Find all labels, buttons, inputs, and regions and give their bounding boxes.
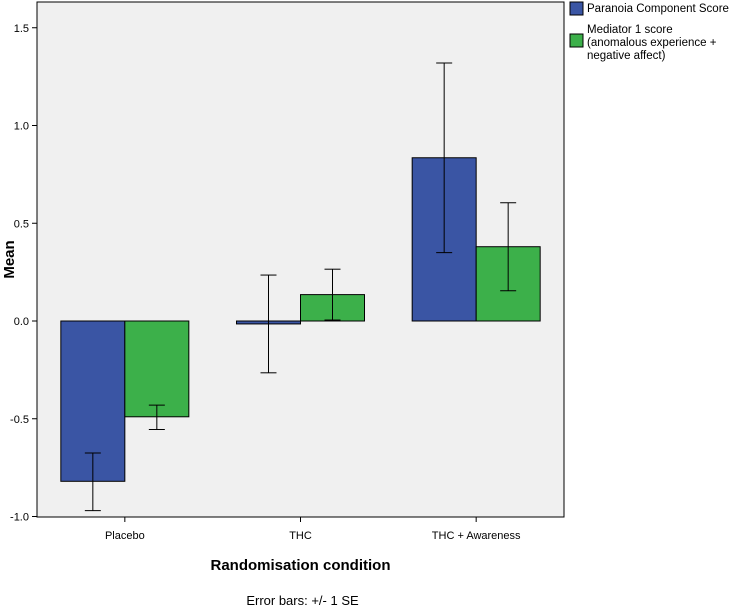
x-axis: Placebo THC THC + Awareness <box>105 517 521 542</box>
legend-label: (anomalous experience + <box>587 37 717 49</box>
legend: Paranoia Component Score Mediator 1 score… <box>569 1 729 62</box>
y-tick-label: 0.0 <box>14 316 29 328</box>
legend-swatch <box>569 1 584 16</box>
error-bar <box>324 268 341 321</box>
y-tick-label: 1.0 <box>14 121 29 133</box>
legend-label: Mediator 1 score <box>587 24 673 36</box>
y-tick-label: 0.5 <box>14 218 29 230</box>
legend-swatch <box>569 33 584 48</box>
error-bar <box>148 404 165 431</box>
error-bar <box>436 62 453 254</box>
y-axis: 1.5 1.0 0.5 0.0 -0.5 -1.0 <box>10 23 37 524</box>
x-tick-label: THC <box>289 530 312 542</box>
error-bar <box>500 202 517 292</box>
legend-label: Paranoia Component Score <box>587 3 729 15</box>
legend-label: negative affect) <box>587 50 666 62</box>
x-tick-label: THC + Awareness <box>432 530 521 542</box>
y-tick-label: -1.0 <box>10 512 29 524</box>
y-tick-label: 1.5 <box>14 23 29 35</box>
error-bar <box>84 452 101 512</box>
legend-item: Paranoia Component Score <box>569 1 729 16</box>
y-axis-label: Mean <box>1 240 18 278</box>
x-axis-label: Randomisation condition <box>211 557 391 574</box>
error-bars-note: Error bars: +/- 1 SE <box>246 593 359 608</box>
x-tick-label: Placebo <box>105 530 145 542</box>
bar-mediator-0 <box>124 320 190 418</box>
legend-item: Mediator 1 score(anomalous experience +n… <box>569 24 717 62</box>
y-tick-label: -0.5 <box>10 414 29 426</box>
error-bar <box>260 274 277 374</box>
error-bars <box>84 62 517 512</box>
bars <box>60 157 541 482</box>
